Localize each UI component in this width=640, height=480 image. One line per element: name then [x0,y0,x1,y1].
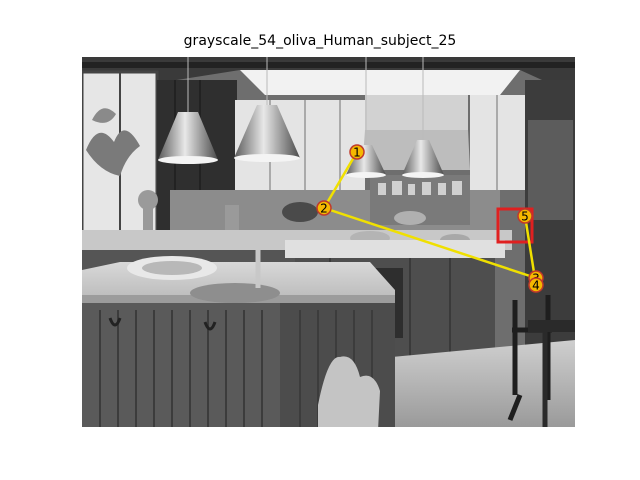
scanpath-segment [322,151,359,209]
fixation-label: 4 [532,279,540,293]
skylight [240,70,520,95]
back-island-top [285,240,505,258]
scanpath-segment [323,206,537,280]
floor [360,340,575,427]
fixation-dot [316,200,332,216]
fixation-marker: 4 [528,277,544,293]
fixation-label: 2 [320,202,328,216]
fixation-label: 5 [521,210,529,224]
fixation-dot [517,208,533,224]
faucet [255,235,278,288]
fixation-dot [528,277,544,293]
fixations: 12345 [316,144,544,293]
target-box [496,207,534,244]
fixation-marker: 2 [316,200,332,216]
fixation-label: 1 [353,146,361,160]
kitchen-photo [82,57,575,427]
fixation-marker: 1 [349,144,365,160]
pendant-lamps [187,57,424,145]
fixation-marker: 5 [517,208,533,224]
figure-title: grayscale_54_oliva_Human_subject_25 [183,33,457,49]
fixation-dot [349,144,365,160]
sink [190,283,280,303]
